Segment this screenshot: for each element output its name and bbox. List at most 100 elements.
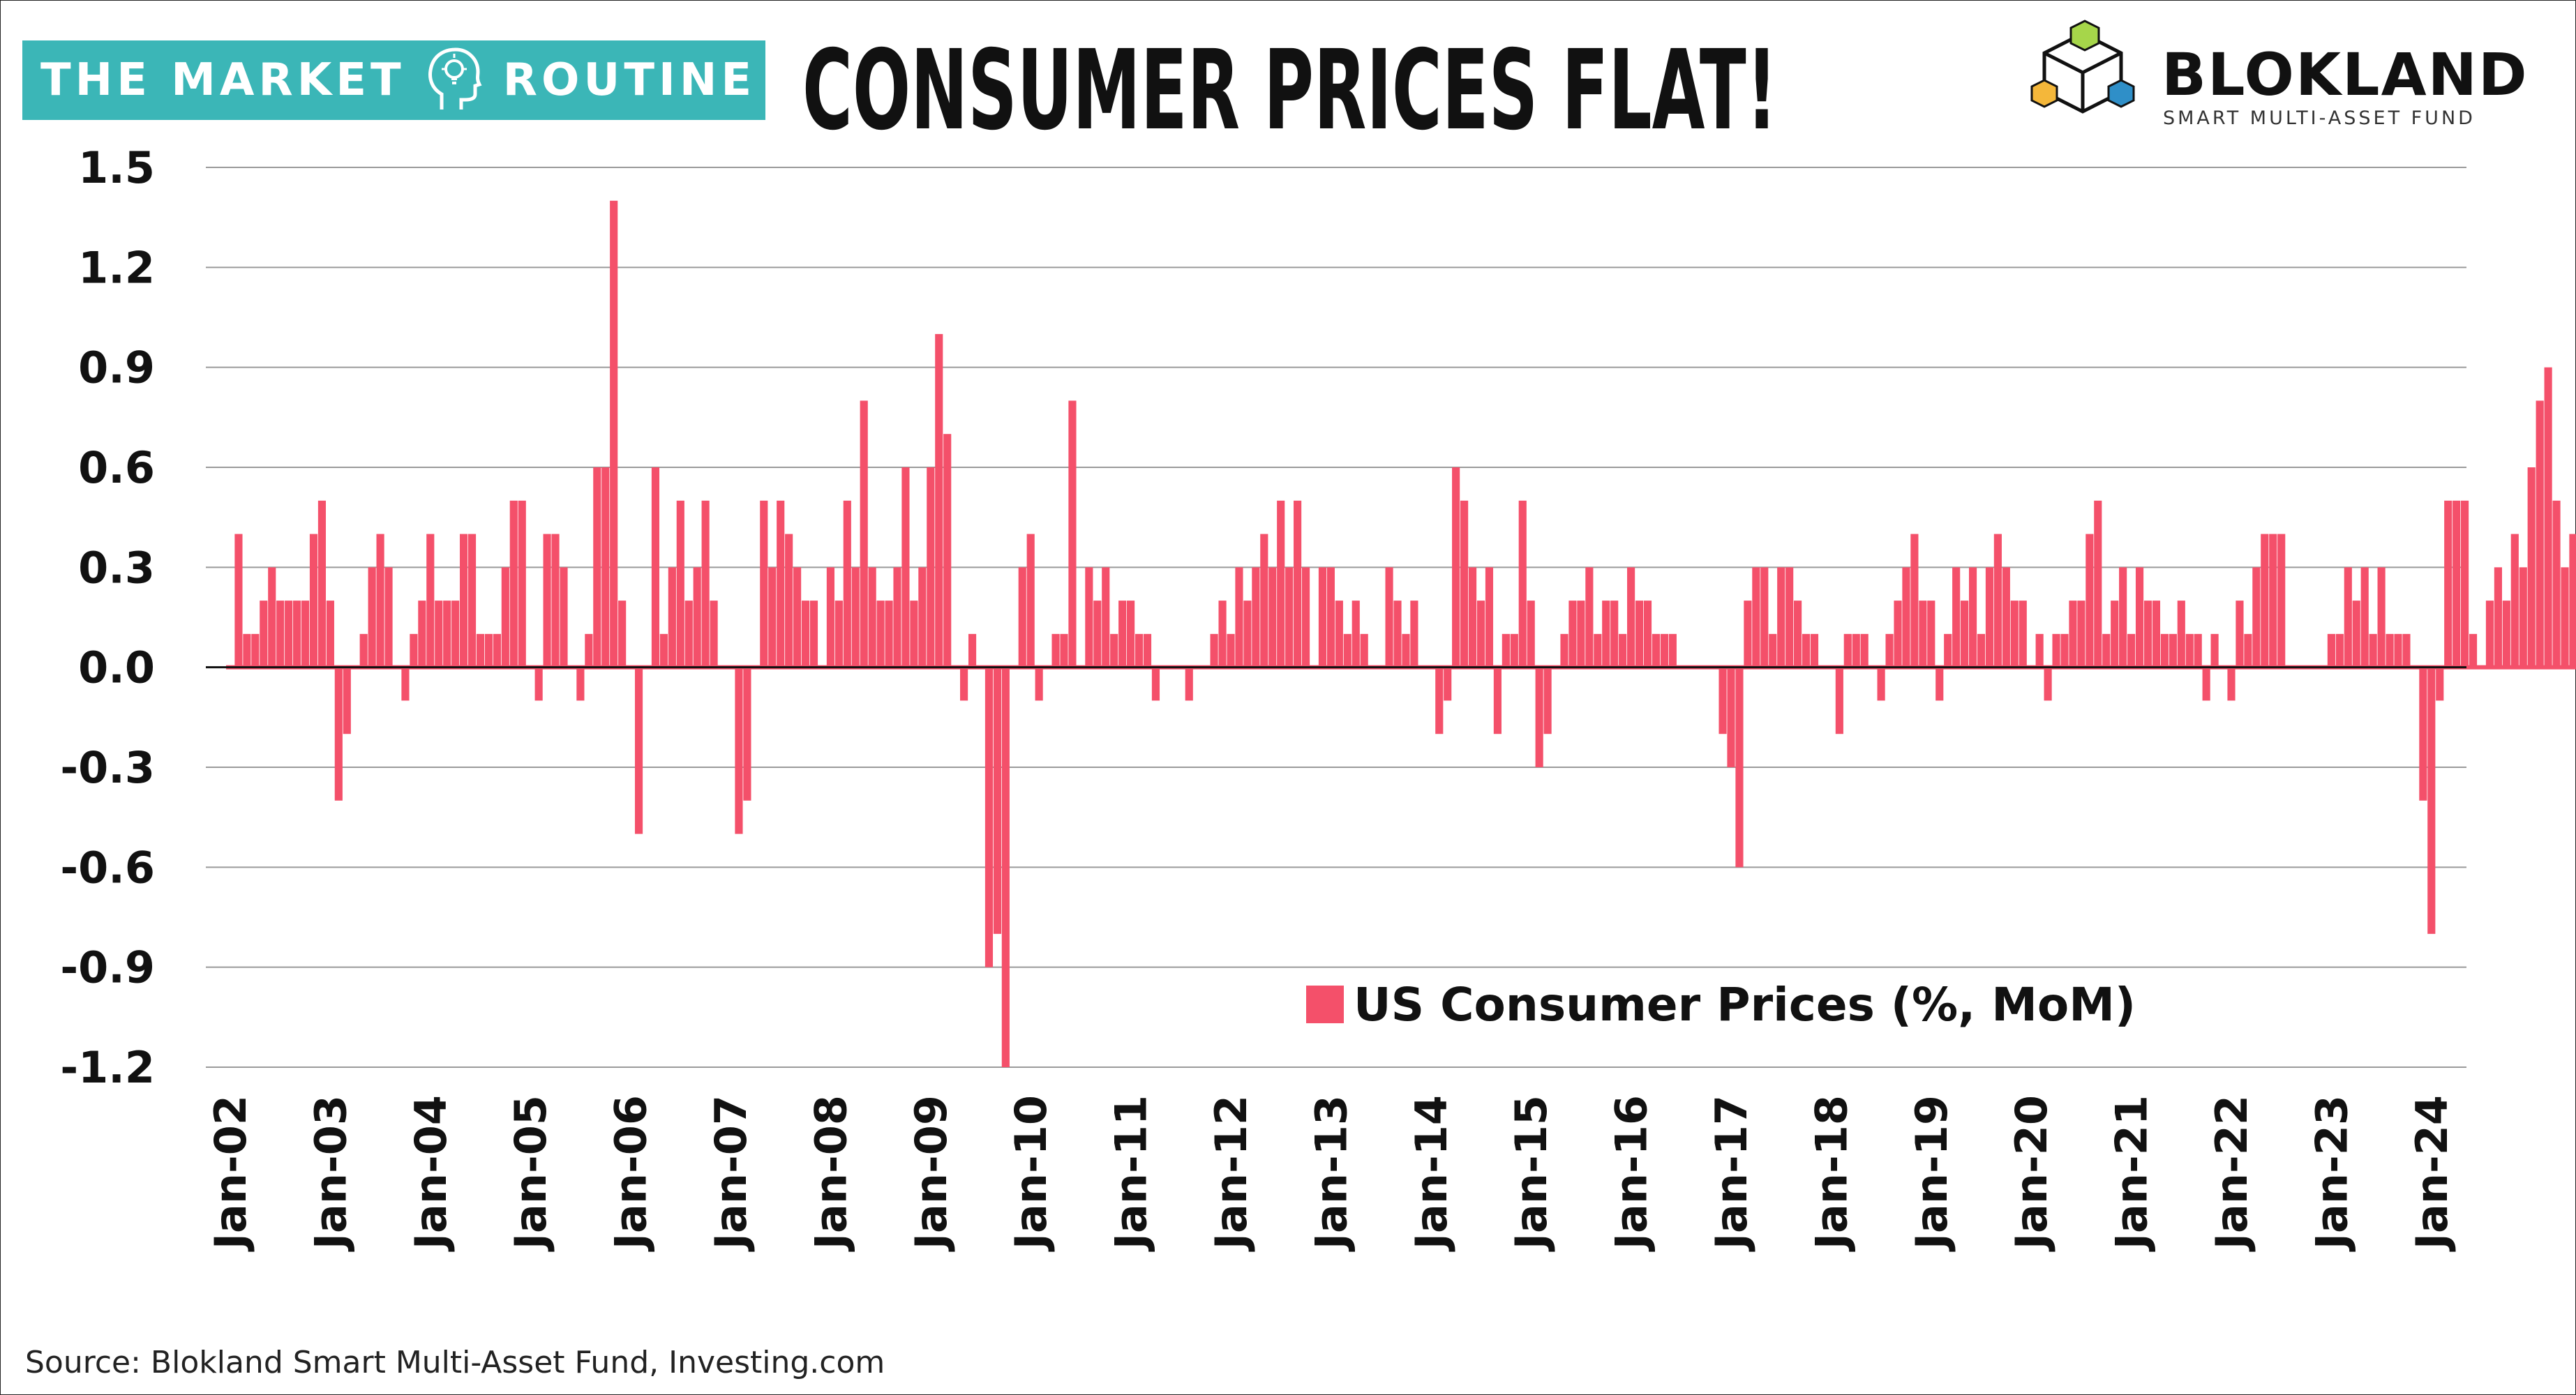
bar [1285, 567, 1294, 668]
x-tick-label: Jan-05 [505, 1095, 556, 1252]
bar [1718, 667, 1727, 734]
bar [1744, 601, 1752, 668]
bar [1385, 567, 1393, 668]
x-tick-label: Jan-13 [1305, 1095, 1356, 1252]
bar [534, 667, 543, 701]
bar [826, 567, 834, 668]
bar [935, 333, 943, 668]
bar [1802, 633, 1811, 668]
bar [2227, 667, 2236, 701]
bar [1001, 667, 1010, 1067]
bar [1785, 567, 1794, 668]
bar [1961, 601, 1969, 668]
bar [1993, 534, 2002, 668]
bar [326, 601, 334, 668]
x-tick-label: Jan-24 [2406, 1095, 2457, 1252]
lightbulb-head-icon [426, 45, 482, 115]
bar [368, 567, 376, 668]
bar [1035, 667, 1043, 701]
bar [843, 500, 851, 668]
bar [2236, 601, 2244, 668]
bar [809, 601, 818, 668]
bar [2394, 633, 2402, 668]
bar [960, 667, 968, 701]
bar [2485, 601, 2494, 668]
bar [1652, 633, 1661, 668]
x-tick-label: Jan-11 [1106, 1095, 1157, 1252]
bar [1085, 567, 1093, 668]
bar [2169, 633, 2177, 668]
x-tick-label: Jan-07 [705, 1095, 756, 1252]
bar [585, 633, 593, 668]
bar [1727, 667, 1735, 767]
bar [1619, 633, 1627, 668]
bar [760, 500, 768, 668]
x-tick-label: Jan-22 [2206, 1095, 2257, 1252]
bar [1243, 601, 1252, 668]
bar [401, 667, 410, 701]
bar [1235, 567, 1243, 668]
x-tick-label: Jan-23 [2306, 1095, 2357, 1252]
bar [2210, 633, 2219, 668]
bar [1777, 567, 1785, 668]
bar [501, 567, 509, 668]
bar [2469, 633, 2478, 668]
bar [1877, 667, 1885, 701]
bar [2269, 534, 2277, 668]
bar [2561, 567, 2569, 668]
bar [634, 667, 643, 834]
bar [1185, 667, 1193, 701]
bar [1402, 633, 1410, 668]
bar [518, 500, 526, 668]
bar [1985, 567, 1994, 668]
bar [1660, 633, 1668, 668]
bar [2527, 467, 2536, 668]
bar [1952, 567, 1961, 668]
bar [1351, 601, 1360, 668]
blokland-tagline: SMART MULTI-ASSET FUND [2163, 107, 2476, 129]
bar [2261, 534, 2269, 668]
bar [1051, 633, 1060, 668]
bar [1268, 567, 1277, 668]
bar [1860, 633, 1869, 668]
bar [1110, 633, 1118, 668]
bar [1927, 601, 1935, 668]
y-tick-label: 0.9 [78, 342, 155, 393]
x-tick-label: Jan-03 [305, 1095, 356, 1252]
bar [659, 633, 668, 668]
bar [1735, 667, 1744, 868]
bar [1594, 633, 1602, 668]
bar [1277, 500, 1285, 668]
x-tick-label: Jan-19 [1906, 1095, 1957, 1252]
bar [1018, 567, 1026, 668]
bar [426, 534, 435, 668]
bar [443, 601, 451, 668]
bar [251, 633, 260, 668]
bar [834, 601, 843, 668]
x-tick-label: Jan-10 [1005, 1095, 1056, 1252]
bar [2360, 567, 2369, 668]
bar [1093, 601, 1102, 668]
bar [410, 633, 418, 668]
bar [1585, 567, 1594, 668]
bar [1060, 633, 1068, 668]
source-note: Source: Blokland Smart Multi-Asset Fund,… [25, 1345, 885, 1380]
bar [1294, 500, 1302, 668]
legend-label: US Consumer Prices (%, MoM) [1354, 978, 2136, 1032]
y-tick-label: 0.0 [78, 642, 155, 693]
bar [1252, 567, 1260, 668]
bar [793, 567, 802, 668]
bar [885, 601, 893, 668]
bar [1143, 633, 1152, 668]
bar [2552, 500, 2561, 668]
y-tick-label: 1.2 [78, 242, 155, 293]
bar [2369, 633, 2377, 668]
bar [260, 601, 268, 668]
bar [1485, 567, 1494, 668]
bar [2544, 367, 2552, 668]
bar [1602, 601, 1610, 668]
bar [1452, 467, 1460, 668]
bar [234, 534, 243, 668]
bar [1919, 601, 1927, 668]
bar [2427, 667, 2436, 934]
